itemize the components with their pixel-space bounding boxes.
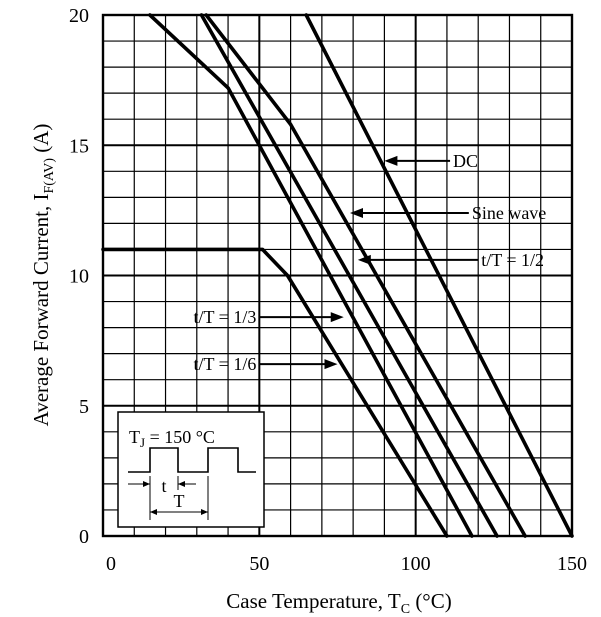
x-tick-labels: 0 50 100 150 [106, 553, 587, 575]
x-tick-label: 50 [249, 553, 269, 575]
t-arrowhead-right [178, 481, 185, 487]
annotation-label-sine-wave: Sine wave [472, 203, 546, 223]
annotation-label-t-t-1-2: t/T = 1/2 [481, 250, 544, 270]
y-axis-title: Average Forward Current, IF(AV) (A) [29, 124, 57, 427]
series-line-sine-wave [204, 13, 527, 538]
y-tick-label: 15 [69, 135, 89, 157]
x-tick-label: 100 [401, 553, 431, 575]
series-line-t-t-1-6 [101, 247, 449, 538]
series-line-dc [304, 13, 574, 538]
y-tick-labels: 0 5 10 15 20 [69, 5, 89, 548]
plot-frame [101, 13, 574, 538]
y-tick-label: 20 [69, 5, 89, 27]
series-curves [101, 13, 574, 538]
period-arrowhead-left [150, 509, 157, 515]
curve-annotations: DC Sine wave t/T = 1/2 t/T = 1/3 t/T = 1/6 [194, 151, 547, 374]
annotation-label-t-t-1-6: t/T = 1/6 [194, 354, 257, 374]
annotation-arrowhead-t-t-1-6 [324, 359, 338, 370]
annotation-arrowhead-sine-wave [350, 207, 364, 218]
x-tick-label: 0 [106, 553, 116, 575]
annotation-label-t-t-1-3: t/T = 1/3 [194, 307, 257, 327]
series-line-t-t-1-3 [148, 13, 474, 538]
y-tick-label: 10 [69, 266, 89, 288]
pulse-width-label: t [161, 476, 166, 496]
annotation-arrowhead-dc [384, 155, 398, 166]
pulse-waveform [128, 447, 256, 473]
major-grid [103, 15, 572, 536]
t-arrowhead-left [143, 481, 150, 487]
y-tick-label: 0 [79, 526, 89, 548]
annotation-arrowhead-t-t-1-3 [330, 312, 344, 323]
annotation-label-dc: DC [453, 151, 478, 171]
inset-box [117, 411, 265, 528]
series-line-t-t-1-2 [199, 13, 499, 538]
period-label: T [174, 491, 185, 511]
junction-temperature-label: TJ = 150 °C [129, 427, 215, 450]
period-arrowhead-right [201, 509, 208, 515]
annotation-arrowhead-t-t-1-2 [357, 254, 371, 265]
x-tick-label: 150 [557, 553, 587, 575]
y-tick-label: 5 [79, 396, 89, 418]
x-axis-title: Case Temperature, TC (°C) [226, 589, 451, 617]
waveform-inset: TJ = 150 °C t T [117, 411, 265, 528]
